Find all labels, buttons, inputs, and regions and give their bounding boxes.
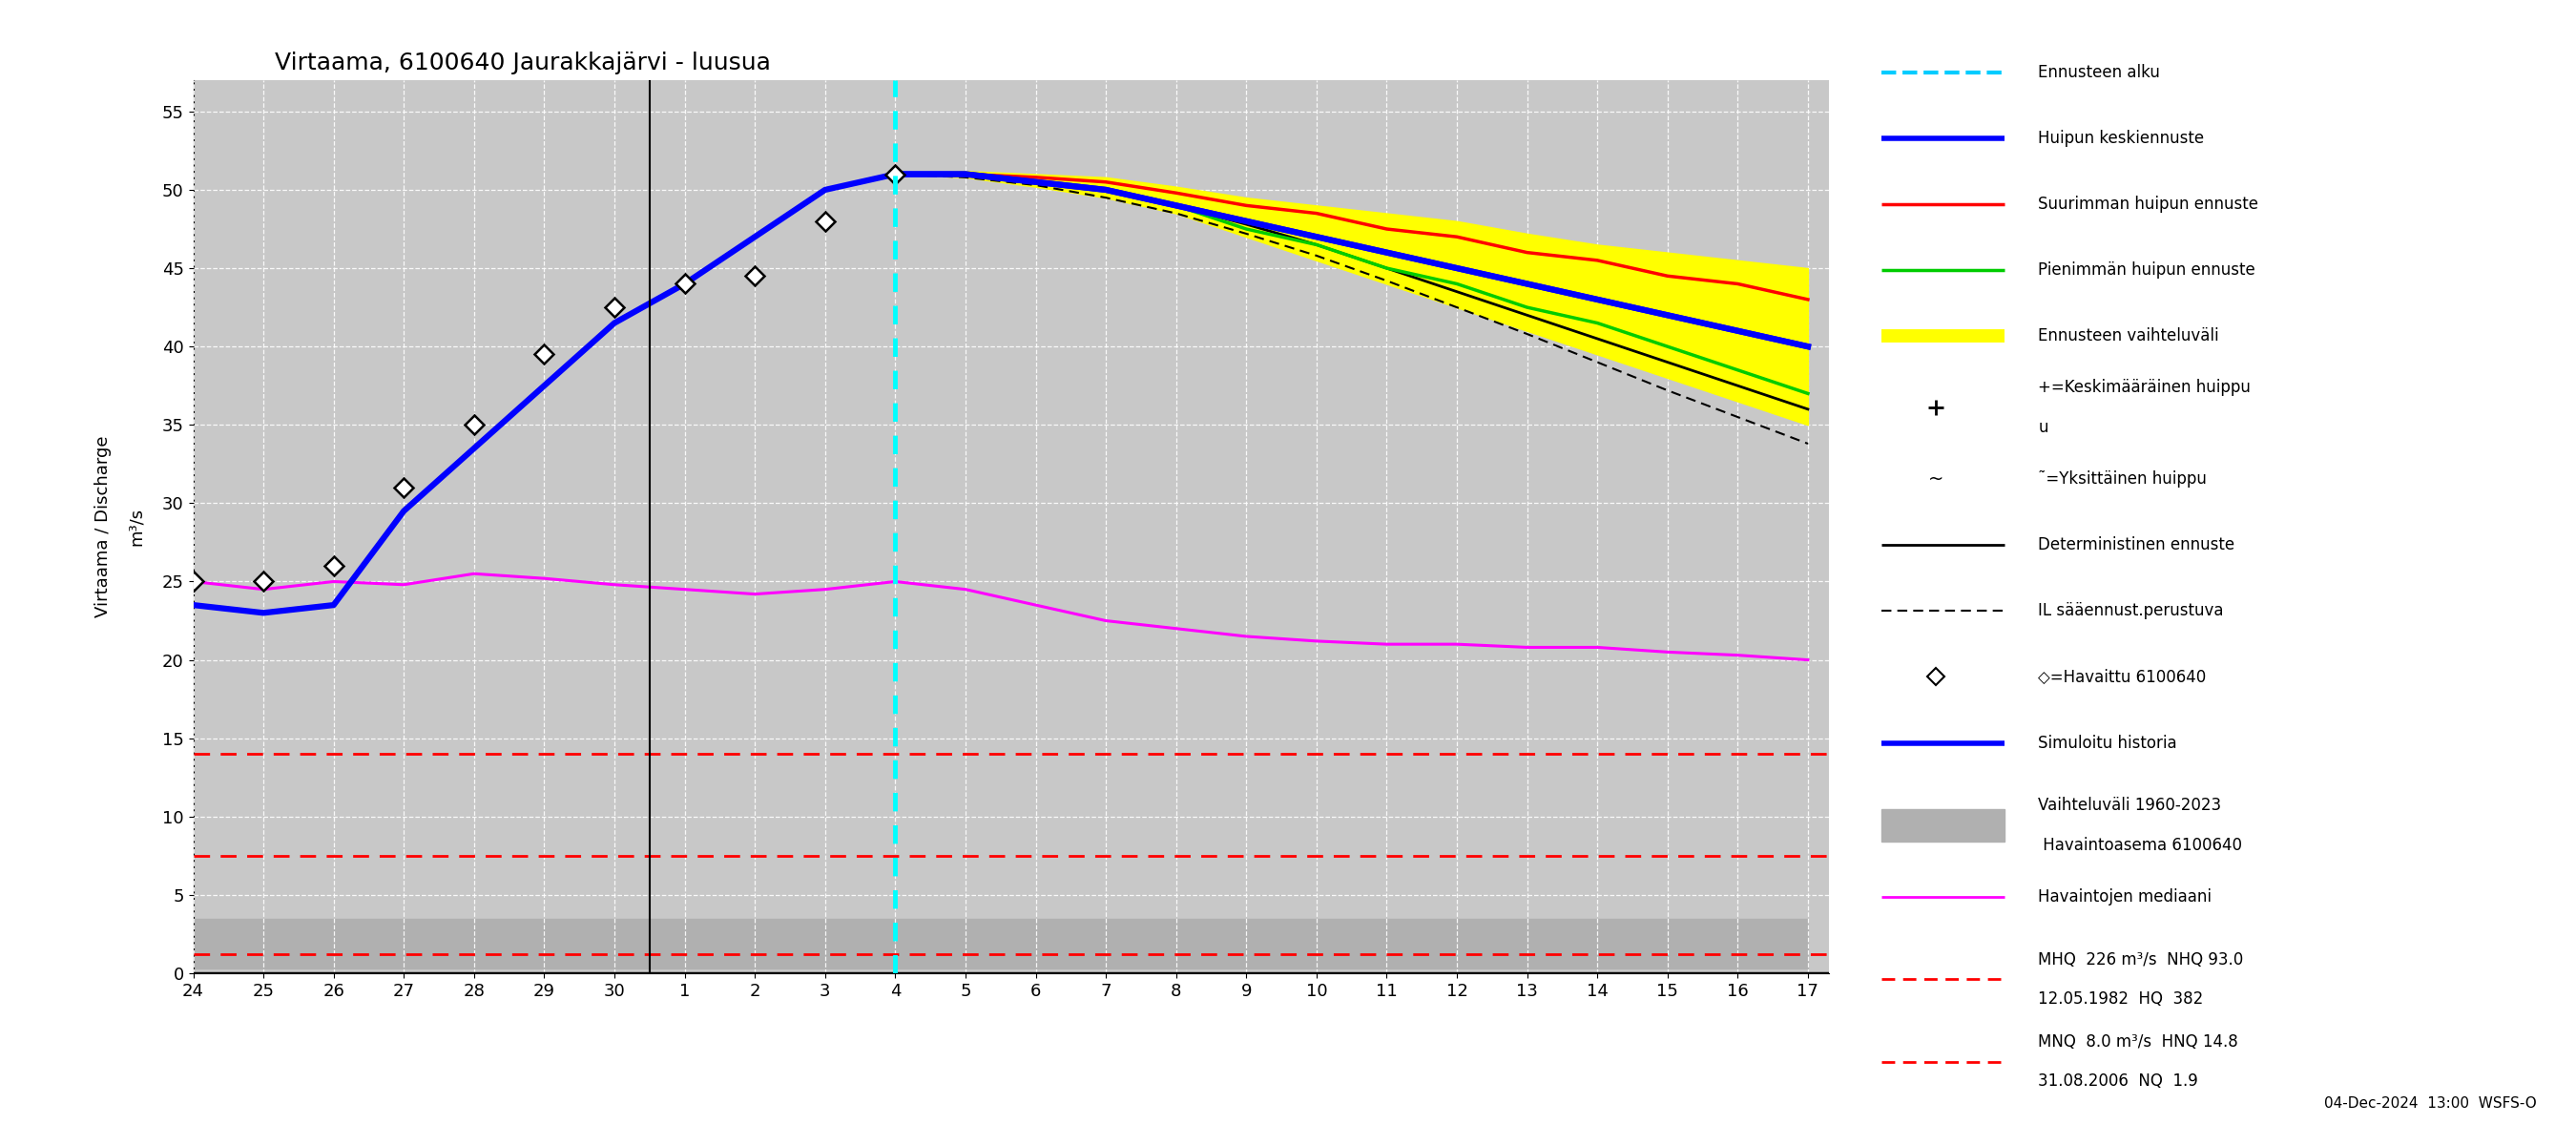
Text: u: u xyxy=(2038,419,2048,436)
Text: Ennusteen alku: Ennusteen alku xyxy=(2038,64,2161,81)
Text: +=Keskimääräinen huippu: +=Keskimääräinen huippu xyxy=(2038,379,2251,396)
Text: MHQ  226 m³/s  NHQ 93.0: MHQ 226 m³/s NHQ 93.0 xyxy=(2038,950,2244,968)
Text: 31.08.2006  NQ  1.9: 31.08.2006 NQ 1.9 xyxy=(2038,1073,2197,1090)
Text: Ennusteen vaihteluväli: Ennusteen vaihteluväli xyxy=(2038,327,2218,345)
Text: ◇=Havaittu 6100640: ◇=Havaittu 6100640 xyxy=(2038,669,2208,686)
Text: m³/s: m³/s xyxy=(126,507,144,546)
Text: Havaintoasema 6100640: Havaintoasema 6100640 xyxy=(2038,837,2244,854)
Text: 04-Dec-2024  13:00  WSFS-O: 04-Dec-2024 13:00 WSFS-O xyxy=(2324,1097,2537,1111)
Text: Virtaama / Discharge: Virtaama / Discharge xyxy=(95,436,111,617)
Text: IL sääennust.perustuva: IL sääennust.perustuva xyxy=(2038,602,2223,619)
Text: Virtaama, 6100640 Jaurakkajärvi - luusua: Virtaama, 6100640 Jaurakkajärvi - luusua xyxy=(276,52,770,74)
Text: Huipun keskiennuste: Huipun keskiennuste xyxy=(2038,129,2205,147)
Text: Havaintojen mediaani: Havaintojen mediaani xyxy=(2038,889,2213,906)
Text: ~: ~ xyxy=(1927,469,1945,488)
Text: Vaihteluväli 1960-2023: Vaihteluväli 1960-2023 xyxy=(2038,797,2221,814)
Text: 12.05.1982  HQ  382: 12.05.1982 HQ 382 xyxy=(2038,990,2202,1008)
Text: Simuloitu historia: Simuloitu historia xyxy=(2038,734,2177,751)
Text: Deterministinen ennuste: Deterministinen ennuste xyxy=(2038,536,2236,553)
Text: Suurimman huipun ennuste: Suurimman huipun ennuste xyxy=(2038,196,2259,213)
Text: MNQ  8.0 m³/s  HNQ 14.8: MNQ 8.0 m³/s HNQ 14.8 xyxy=(2038,1033,2239,1050)
Bar xyxy=(1880,808,2004,842)
Text: ˜=Yksittäinen huippu: ˜=Yksittäinen huippu xyxy=(2038,471,2208,488)
Text: Pienimmän huipun ennuste: Pienimmän huipun ennuste xyxy=(2038,261,2257,278)
